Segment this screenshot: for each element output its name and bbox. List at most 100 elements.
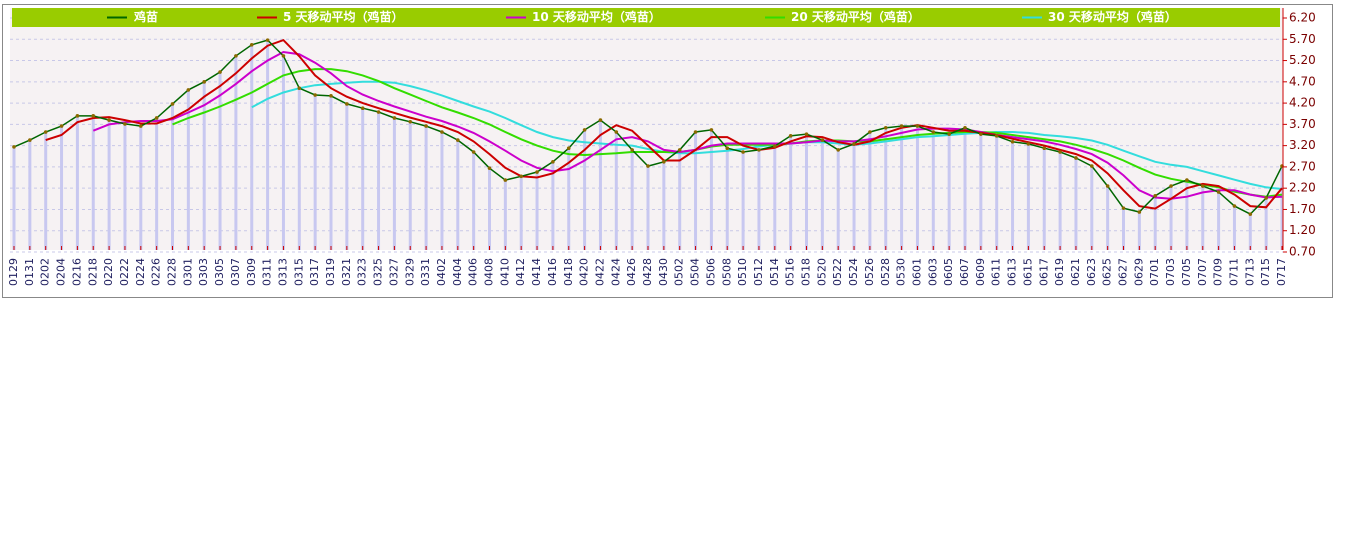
x-tick-label: 0707 — [1196, 258, 1209, 286]
x-tick-label: 0623 — [1085, 258, 1098, 286]
point — [218, 70, 222, 74]
x-tick-label: 0329 — [403, 258, 416, 286]
point — [551, 160, 555, 164]
bar — [1106, 186, 1110, 250]
bar — [456, 140, 460, 250]
x-tick-label: 0518 — [800, 258, 813, 286]
x-tick-label: 0512 — [752, 258, 765, 286]
legend-label: 10 天移动平均（鸡苗） — [532, 9, 661, 24]
point — [139, 124, 143, 128]
point — [757, 148, 761, 152]
x-tick-label: 0303 — [197, 258, 210, 286]
point — [979, 132, 983, 136]
x-tick-label: 0228 — [166, 258, 179, 286]
point — [360, 106, 365, 110]
bar — [1074, 157, 1078, 250]
bar — [313, 95, 317, 251]
x-tick-label: 0323 — [356, 258, 369, 286]
x-tick-label: 0222 — [118, 258, 131, 286]
bar — [250, 44, 254, 250]
legend-label: 20 天移动平均（鸡苗） — [791, 9, 920, 24]
point — [804, 132, 809, 136]
x-tick-label: 0428 — [641, 258, 654, 286]
point — [313, 93, 317, 97]
x-tick-label: 0406 — [467, 258, 480, 286]
x-tick-label: 0331 — [419, 258, 432, 286]
point — [503, 178, 508, 182]
x-tick-label: 0404 — [451, 258, 464, 286]
bar — [678, 149, 682, 250]
point — [123, 122, 127, 126]
bar — [440, 132, 444, 250]
point — [329, 94, 333, 98]
bar — [614, 132, 618, 250]
bar — [535, 172, 539, 250]
point — [646, 164, 650, 168]
bar — [218, 72, 222, 250]
x-tick-label: 0426 — [625, 258, 638, 286]
bar — [139, 126, 143, 250]
y-tick-label: 5.20 — [1289, 53, 1316, 67]
point — [91, 114, 96, 118]
bar — [789, 135, 793, 250]
point — [1185, 178, 1189, 182]
point — [963, 125, 967, 130]
point — [1169, 184, 1173, 188]
bar — [1232, 206, 1236, 250]
bar — [1137, 212, 1141, 250]
x-tick-label: 0129 — [7, 258, 20, 286]
point — [566, 146, 571, 150]
x-tick-label: 0321 — [340, 258, 353, 286]
bar — [1169, 186, 1173, 250]
point — [59, 124, 64, 128]
axes: 6.20 5.70 5.20 4.70 4.20 3.70 3.20 2.70 2.20 1.70… — [7, 8, 1316, 286]
x-tick-label: 0715 — [1259, 258, 1272, 286]
point — [487, 166, 492, 170]
x-tick-label: 0410 — [498, 258, 511, 286]
x-tick-label: 0705 — [1180, 258, 1193, 286]
x-tick-label: 0510 — [736, 258, 749, 286]
bar — [91, 115, 95, 250]
x-tick-label: 0514 — [768, 258, 781, 286]
point — [471, 150, 476, 154]
point — [1216, 190, 1221, 194]
bar — [947, 134, 951, 250]
x-tick-label: 0516 — [784, 258, 797, 286]
x-tick-label: 0522 — [831, 258, 844, 286]
bar — [1217, 192, 1221, 250]
y-tick-label: 1.70 — [1289, 202, 1316, 216]
bar — [868, 132, 872, 250]
point — [693, 130, 698, 134]
x-tick-label: 0717 — [1275, 258, 1288, 286]
x-tick-label: 0611 — [990, 258, 1003, 286]
series-line — [92, 50, 1283, 200]
bar — [583, 129, 587, 250]
x-tick-label: 0605 — [942, 258, 955, 286]
y-tick-label: 5.70 — [1289, 32, 1316, 46]
y-tick-label: 6.20 — [1289, 11, 1316, 25]
point — [788, 134, 793, 138]
bar — [598, 120, 602, 250]
point — [75, 114, 80, 118]
x-tick-label: 0319 — [324, 258, 337, 286]
point — [931, 130, 936, 134]
x-tick-label: 0627 — [1117, 258, 1130, 286]
bar — [60, 126, 64, 250]
bar — [361, 108, 365, 250]
x-tick-label: 0617 — [1037, 258, 1050, 286]
x-tick-label: 0305 — [213, 258, 226, 286]
x-tick-label: 0701 — [1148, 258, 1161, 286]
point — [265, 38, 270, 42]
bar — [488, 168, 491, 250]
point — [662, 160, 666, 164]
bar — [1090, 166, 1094, 250]
point — [1121, 206, 1126, 210]
bar — [741, 152, 745, 250]
x-tick-label: 0603 — [926, 258, 939, 286]
x-tick-label: 0508 — [720, 258, 733, 286]
x-tick-label: 0711 — [1227, 258, 1240, 286]
point — [234, 54, 238, 58]
point — [868, 130, 872, 134]
x-tick-label: 0703 — [1164, 258, 1177, 286]
